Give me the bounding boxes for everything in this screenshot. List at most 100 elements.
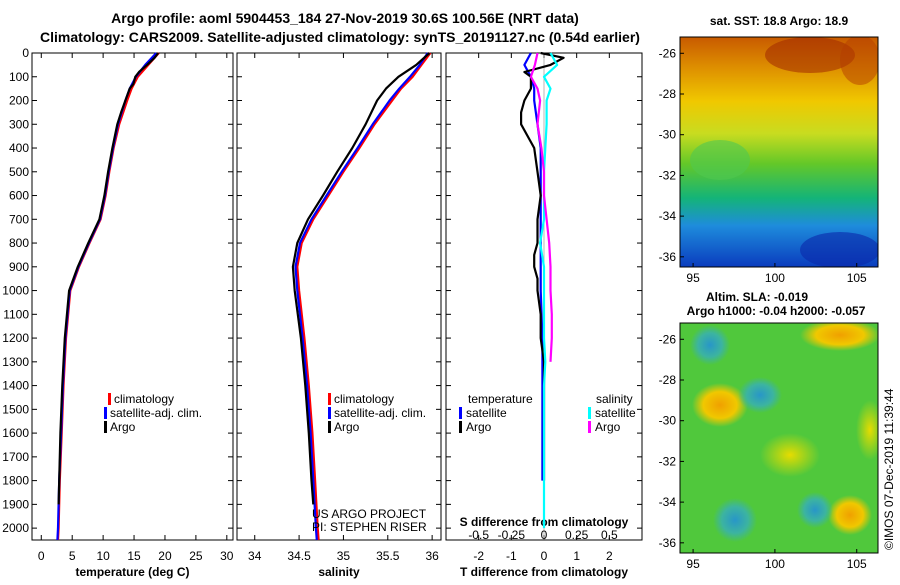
temperature-legend: climatology satellite-adj. clim. Argo <box>104 392 202 434</box>
series-line-sal-climatology <box>296 52 432 541</box>
x-tick-label: 30 <box>220 549 234 563</box>
depth-tick-label: 600 <box>9 189 29 203</box>
diff-legend-temperature: temperature <box>468 392 533 406</box>
lat-tick-label: -34 <box>659 495 677 509</box>
diff-legend-t-satellite-swatch <box>459 407 462 419</box>
x-tick-label: 36 <box>425 549 439 563</box>
sst-warm-patch <box>765 37 855 73</box>
x-tick-label: 25 <box>189 549 203 563</box>
series-line-diff-t-argo <box>519 51 565 481</box>
x-tick-label: 35 <box>337 549 351 563</box>
legend-climatology-swatch-s <box>328 393 331 405</box>
sla-low-2 <box>738 377 782 413</box>
depth-tick-label: 0 <box>22 46 29 60</box>
diff-legend-salinity: salinity <box>596 392 633 406</box>
x-tick-label: 34 <box>248 549 262 563</box>
depth-tick-label: 1900 <box>2 497 29 511</box>
s-tick-label: -0.25 <box>498 528 526 542</box>
lat-tick-label: -34 <box>659 209 677 223</box>
x-tick-label: 5 <box>69 549 76 563</box>
profile-panels: 0100200300400500600700800900100011001200… <box>2 46 643 579</box>
series-line-diff-s-argo <box>529 52 553 362</box>
legend-argo-swatch-s <box>328 421 331 433</box>
depth-tick-label: 200 <box>9 94 29 108</box>
depth-tick-label: 700 <box>9 212 29 226</box>
legend-argo-label-s: Argo <box>334 420 360 434</box>
x-axis-label-sal: salinity <box>318 565 360 579</box>
diff-legend-t-argo-swatch <box>459 421 462 433</box>
x-tick-label: 0 <box>541 549 548 563</box>
sst-warm-patch-2 <box>840 37 878 85</box>
depth-tick-label: 300 <box>9 117 29 131</box>
depth-tick-label: 1100 <box>3 307 29 321</box>
sla-map-title-1: Altim. SLA: -0.019 <box>706 290 808 304</box>
x-tick-label: -1 <box>506 549 517 563</box>
lon-tick-label: 100 <box>765 271 785 285</box>
legend-argo-swatch <box>104 421 107 433</box>
lon-tick-label: 105 <box>847 271 867 285</box>
depth-tick-label: 500 <box>9 165 29 179</box>
diff-legend-t-argo: Argo <box>466 420 492 434</box>
sst-green-patch <box>690 140 750 180</box>
depth-tick-label: 100 <box>9 70 29 84</box>
lat-tick-label: -28 <box>659 87 677 101</box>
series-line-diff-s-satellite <box>538 52 559 529</box>
lat-tick-label: -26 <box>659 46 677 60</box>
lat-tick-label: -32 <box>659 168 677 182</box>
diff-legend-s-satellite: satellite <box>595 406 636 420</box>
depth-tick-label: 1300 <box>2 355 29 369</box>
lat-tick-label: -28 <box>659 373 677 387</box>
depth-tick-label: 1200 <box>2 331 29 345</box>
sla-high-2 <box>800 323 878 351</box>
x-tick-label: 20 <box>158 549 172 563</box>
x-tick-label: 1 <box>573 549 580 563</box>
sla-low-3 <box>713 498 757 542</box>
panel-diff: -2 -1 0 1 2 T difference from climatology -0.5… <box>445 51 643 579</box>
panel-sal: 34 34.5 35 35.5 36 salinity <box>236 52 442 579</box>
series-line-sal-argo <box>291 52 431 505</box>
depth-tick-label: 900 <box>9 260 29 274</box>
sla-high-3 <box>828 495 872 535</box>
sla-low-4 <box>797 492 833 528</box>
lon-tick-label: 100 <box>765 557 785 571</box>
depth-tick-label: 2000 <box>2 521 29 535</box>
sla-map <box>680 323 878 553</box>
sla-high-1 <box>692 383 748 427</box>
depth-tick-label: 400 <box>9 141 29 155</box>
x-axis-label-diff: T difference from climatology <box>460 565 628 579</box>
sla-high-4 <box>760 433 820 477</box>
s-tick-label: 0.25 <box>565 528 589 542</box>
x-tick-label: 2 <box>606 549 613 563</box>
sla-high-5 <box>856 400 878 460</box>
sla-map-frame <box>679 322 879 554</box>
series-line-sal-satellite-adj-clim- <box>294 52 429 541</box>
sst-map-title: sat. SST: 18.8 Argo: 18.9 <box>710 14 849 28</box>
lon-tick-label: 95 <box>686 271 700 285</box>
legend-argo-label: Argo <box>110 420 136 434</box>
panel-frame-temp <box>31 52 234 541</box>
title-line-1: Argo profile: aoml 5904453_184 27-Nov-20… <box>111 10 579 26</box>
salinity-legend: climatology satellite-adj. clim. Argo <box>328 392 426 434</box>
difference-legend: temperature salinity satellite Argo sate… <box>459 392 636 434</box>
legend-climatology-label: climatology <box>114 392 174 406</box>
sst-cold-patch <box>800 232 878 267</box>
legend-satellite-label-s: satellite-adj. clim. <box>334 406 426 420</box>
s-tick-label: 0.5 <box>601 528 618 542</box>
x-axis-label-temp: temperature (deg C) <box>75 565 189 579</box>
depth-tick-label: 1700 <box>2 450 29 464</box>
series-line-temp-argo <box>57 52 160 505</box>
diff-legend-t-satellite: satellite <box>466 406 507 420</box>
legend-climatology-swatch <box>108 393 111 405</box>
panel-temp: 0 100 200 300 400 500 600 700 800 900 1000 1100 1200… <box>2 46 234 579</box>
legend-climatology-label-s: climatology <box>334 392 394 406</box>
depth-tick-label: 800 <box>9 236 29 250</box>
s-tick-label: -0.5 <box>468 528 489 542</box>
lat-tick-label: -30 <box>659 128 677 142</box>
sla-low-1 <box>690 325 730 365</box>
depth-tick-label: 1000 <box>2 284 29 298</box>
x-tick-label: 35.5 <box>376 549 400 563</box>
lat-tick-label: -36 <box>659 536 677 550</box>
diff-legend-s-satellite-swatch <box>588 407 591 419</box>
imos-stamp: ©IMOS 07-Dec-2019 11:39:44 <box>882 388 896 550</box>
